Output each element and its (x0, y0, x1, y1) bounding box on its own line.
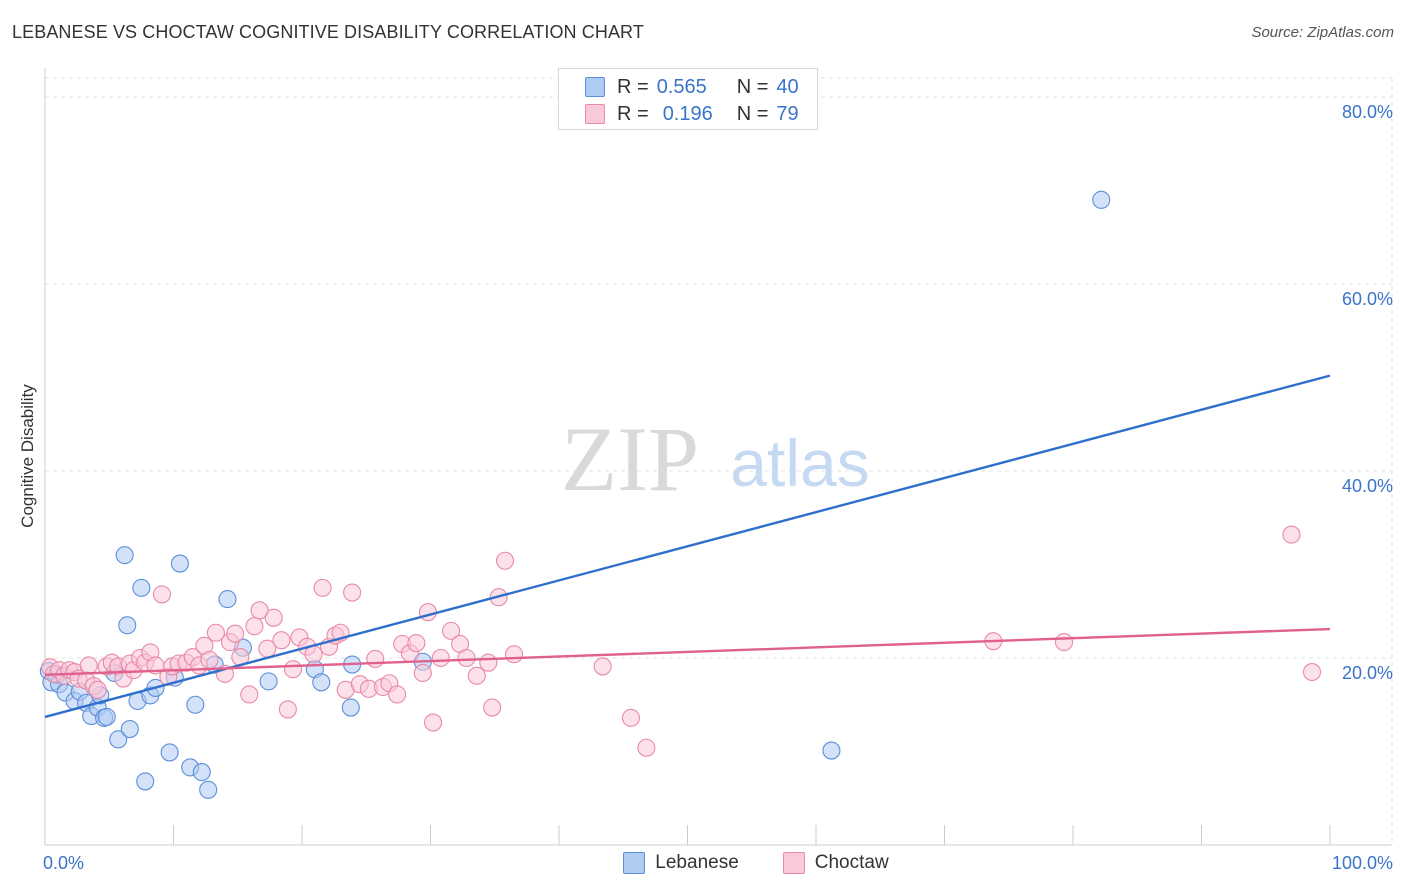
legend-label-lebanese: Lebanese (655, 852, 739, 873)
choctaw-point (278, 700, 297, 719)
choctaw-point (313, 578, 332, 597)
series-legend: Lebanese Choctaw (0, 852, 1406, 874)
tick-labels: 20.0% 40.0% 60.0% 80.0% 0.0% 100.0% (43, 102, 1393, 873)
r-value-lebanese: 0.565 (656, 75, 707, 98)
lebanese-point (115, 546, 134, 565)
choctaw-swatch (782, 852, 805, 874)
choctaw-point (495, 551, 515, 570)
choctaw-point (272, 631, 291, 650)
n-label: N = (736, 102, 769, 125)
choctaw-point (366, 649, 385, 668)
choctaw-point (483, 698, 502, 717)
watermark: ZIP atlas (561, 408, 870, 510)
choctaw-point (283, 660, 303, 679)
n-value-lebanese: 40 (776, 75, 799, 98)
choctaw-point (206, 623, 225, 642)
y-tick-label: 80.0% (1342, 102, 1393, 122)
choctaw-point (479, 653, 498, 672)
choctaw-point (200, 650, 219, 669)
choctaw-point (240, 685, 259, 704)
choctaw-point (407, 633, 426, 653)
lebanese-point (186, 695, 205, 714)
lebanese-point (136, 772, 155, 791)
legend-label-choctaw: Choctaw (814, 852, 889, 873)
lebanese-point (109, 730, 128, 749)
legend-item-lebanese[interactable]: Lebanese (623, 852, 739, 874)
lebanese-point (1092, 190, 1111, 209)
y-tick-label: 40.0% (1342, 476, 1393, 496)
choctaw-point (264, 608, 283, 627)
lebanese-point (170, 554, 189, 573)
x-tick-label: 0.0% (43, 853, 84, 873)
y-tick-label: 60.0% (1342, 289, 1393, 309)
stats-legend: R = 0.565 N = 40 R = 0.196 N = 79 (558, 68, 818, 130)
choctaw-point (245, 617, 264, 636)
lebanese-trend-line (44, 374, 1331, 719)
r-value-choctaw: 0.196 (662, 102, 713, 125)
choctaw-point (442, 621, 461, 640)
choctaw-point (1282, 525, 1301, 544)
choctaw-point (431, 648, 450, 668)
lebanese-swatch (623, 852, 646, 874)
choctaw-point (250, 601, 269, 620)
lebanese-point (120, 720, 139, 739)
lebanese-point (312, 673, 331, 692)
legend-item-choctaw[interactable]: Choctaw (782, 852, 889, 874)
choctaw-point (388, 685, 407, 704)
choctaw-point (413, 663, 432, 683)
legend-row-choctaw: R = 0.196 N = 79 (585, 102, 799, 126)
n-value-choctaw: 79 (776, 102, 799, 125)
choctaw-point (1054, 633, 1074, 652)
choctaw-point (226, 624, 245, 643)
y-tick-label: 20.0% (1342, 663, 1393, 683)
lebanese-point (160, 743, 179, 762)
lebanese-point (259, 672, 278, 691)
watermark-zip: ZIP (561, 408, 699, 510)
lebanese-point (132, 578, 151, 597)
choctaw-point (424, 713, 443, 732)
lebanese-swatch (585, 77, 605, 97)
r-label: R = (617, 75, 649, 98)
lebanese-point (218, 590, 237, 609)
r-label: R = (617, 102, 649, 125)
lebanese-point (341, 698, 360, 717)
n-label: N = (736, 75, 769, 98)
choctaw-point (418, 603, 437, 622)
choctaw-point (504, 645, 524, 664)
legend-row-lebanese: R = 0.565 N = 40 (585, 75, 799, 99)
axes (44, 68, 1392, 846)
choctaw-point (1302, 662, 1322, 682)
choctaw-swatch (585, 104, 605, 124)
lebanese-point (192, 763, 211, 782)
choctaw-point (621, 708, 641, 727)
grid (45, 77, 1393, 845)
choctaw-trend-line (44, 627, 1331, 677)
choctaw-point (593, 657, 612, 676)
lebanese-point (199, 780, 218, 799)
trend-lines (44, 374, 1331, 719)
choctaw-point (637, 738, 656, 757)
choctaw-point (343, 583, 362, 602)
x-tick-label: 100.0% (1332, 853, 1393, 873)
source-note: Source: ZipAtlas.com (1251, 24, 1394, 41)
lebanese-point (97, 707, 116, 726)
choctaw-point (88, 680, 107, 699)
choctaw-point (457, 648, 476, 668)
lebanese-point (822, 741, 841, 760)
choctaw-point (152, 585, 171, 604)
chart-title: LEBANESE VS CHOCTAW COGNITIVE DISABILITY… (12, 22, 644, 42)
lebanese-point (118, 616, 137, 635)
watermark-atlas: atlas (730, 426, 869, 500)
choctaw-point (79, 656, 98, 675)
choctaw-point (467, 666, 486, 685)
